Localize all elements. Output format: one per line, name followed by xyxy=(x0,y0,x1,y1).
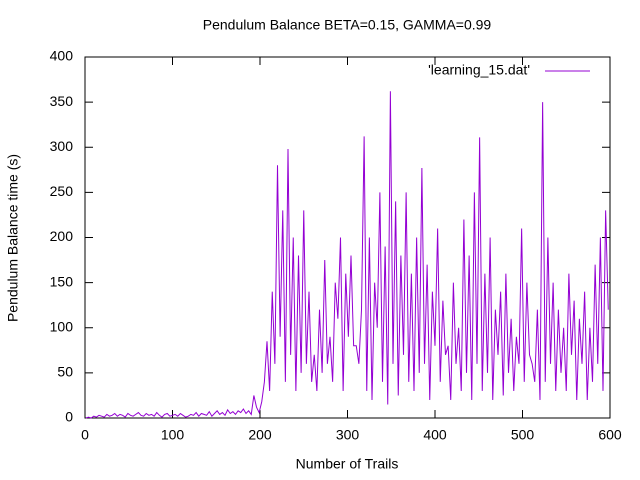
y-tick-label: 50 xyxy=(57,364,73,380)
plot-border xyxy=(84,56,611,419)
x-tick-label: 300 xyxy=(336,427,360,443)
x-tick-label: 100 xyxy=(161,427,185,443)
y-tick-label: 400 xyxy=(50,48,74,64)
x-tick-label: 400 xyxy=(423,427,447,443)
y-tick-label: 0 xyxy=(65,409,73,425)
y-tick-label: 100 xyxy=(50,318,74,334)
x-axis-label: Number of Trails xyxy=(296,456,399,472)
data-line xyxy=(85,91,609,419)
x-tick-label: 200 xyxy=(248,427,272,443)
x-tick-label: 500 xyxy=(511,427,535,443)
legend-label: 'learning_15.dat' xyxy=(428,62,530,78)
y-tick-label: 250 xyxy=(50,183,74,199)
x-tick-label: 600 xyxy=(598,427,622,443)
y-tick-label: 350 xyxy=(50,93,74,109)
y-axis-label: Pendulum Balance time (s) xyxy=(5,154,21,322)
y-tick-label: 150 xyxy=(50,273,74,289)
chart-title: Pendulum Balance BETA=0.15, GAMMA=0.99 xyxy=(203,17,492,33)
y-tick-label: 200 xyxy=(50,228,74,244)
y-tick-label: 300 xyxy=(50,138,74,154)
x-tick-label: 0 xyxy=(81,427,89,443)
